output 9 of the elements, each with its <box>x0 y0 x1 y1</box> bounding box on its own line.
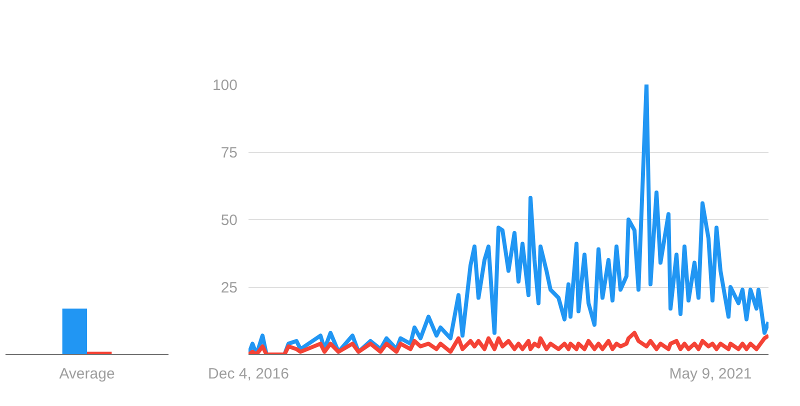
x-tick-label: Average <box>59 366 115 382</box>
y-tick-label: 50 <box>220 212 238 229</box>
x-tick-label: May 9, 2021 <box>669 366 752 382</box>
y-tick-label: 25 <box>220 280 238 296</box>
line-series <box>248 330 768 354</box>
x-tick-label: Dec 4, 2016 <box>208 366 289 382</box>
y-tick-label: 75 <box>220 144 238 162</box>
y-tick-label: 100 <box>212 77 238 94</box>
line-series <box>248 84 768 354</box>
